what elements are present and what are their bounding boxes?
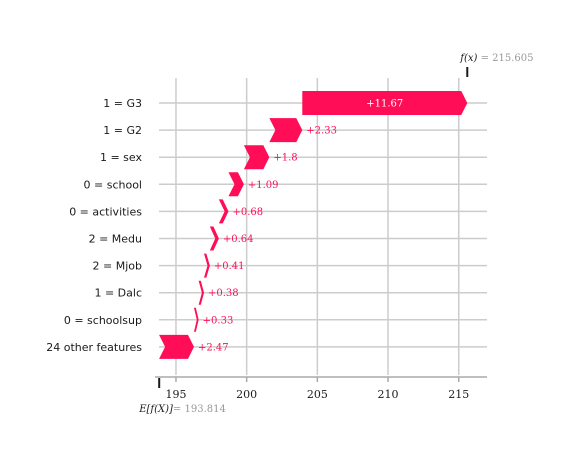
x-tick-label: 205	[307, 388, 328, 401]
output-value-label: f(x) = 215.605	[459, 53, 533, 64]
x-axis: 195 200 205 210 215 E[f(X)]= 193.814 f(x) = 21…	[138, 53, 533, 415]
bar-0	[302, 91, 468, 115]
bar-value-label: +0.41	[214, 261, 245, 272]
label-layer: +11.67 1 = G3 +2.33 1 = G2 +1.8 1 = sex +1.09 0…	[46, 97, 403, 354]
x-tick-label: 215	[448, 388, 469, 401]
bar-9	[159, 334, 194, 359]
feature-label: 0 = activities	[69, 205, 142, 218]
bar-7	[198, 280, 205, 305]
bar-1	[269, 118, 303, 143]
feature-label: 0 = schoolsup	[64, 314, 142, 327]
x-tick-label: 210	[378, 388, 399, 401]
output-value-number: = 215.605	[477, 53, 533, 64]
feature-label: 2 = Medu	[89, 233, 142, 246]
bar-value-label: +0.68	[232, 207, 263, 218]
bar-value-label: +2.33	[306, 126, 337, 137]
bar-value-label: +0.33	[203, 315, 234, 326]
bar-2	[243, 145, 270, 170]
bar-layer	[159, 91, 468, 359]
bar-8	[193, 307, 199, 332]
feature-label: 24 other features	[46, 341, 142, 354]
bar-4	[218, 199, 229, 224]
feature-label: 1 = G2	[103, 124, 142, 137]
x-tick-label: 200	[236, 388, 257, 401]
bar-5	[209, 226, 219, 251]
output-value-symbol: f(x)	[459, 53, 477, 64]
base-value-number: = 193.814	[173, 404, 226, 415]
base-value-label: E[f(X)]= 193.814	[138, 404, 226, 415]
bar-value-label: +0.64	[223, 234, 254, 245]
x-tick-label: 195	[165, 388, 186, 401]
bar-value-label: +1.8	[273, 153, 297, 164]
feature-label: 2 = Mjob	[93, 260, 142, 273]
bar-3	[228, 172, 244, 197]
feature-label: 1 = Dalc	[94, 287, 142, 300]
bar-value-label: +1.09	[248, 180, 279, 191]
grid-layer	[159, 78, 487, 375]
base-value-symbol: E[f(X)]	[138, 404, 173, 415]
bar-value-label: +11.67	[366, 99, 403, 110]
bar-6	[204, 253, 210, 278]
feature-label: 1 = sex	[100, 151, 143, 164]
feature-label: 0 = school	[84, 178, 142, 191]
bar-value-label: +0.38	[208, 288, 239, 299]
bar-value-label: +2.47	[198, 342, 229, 353]
feature-label: 1 = G3	[103, 97, 142, 110]
